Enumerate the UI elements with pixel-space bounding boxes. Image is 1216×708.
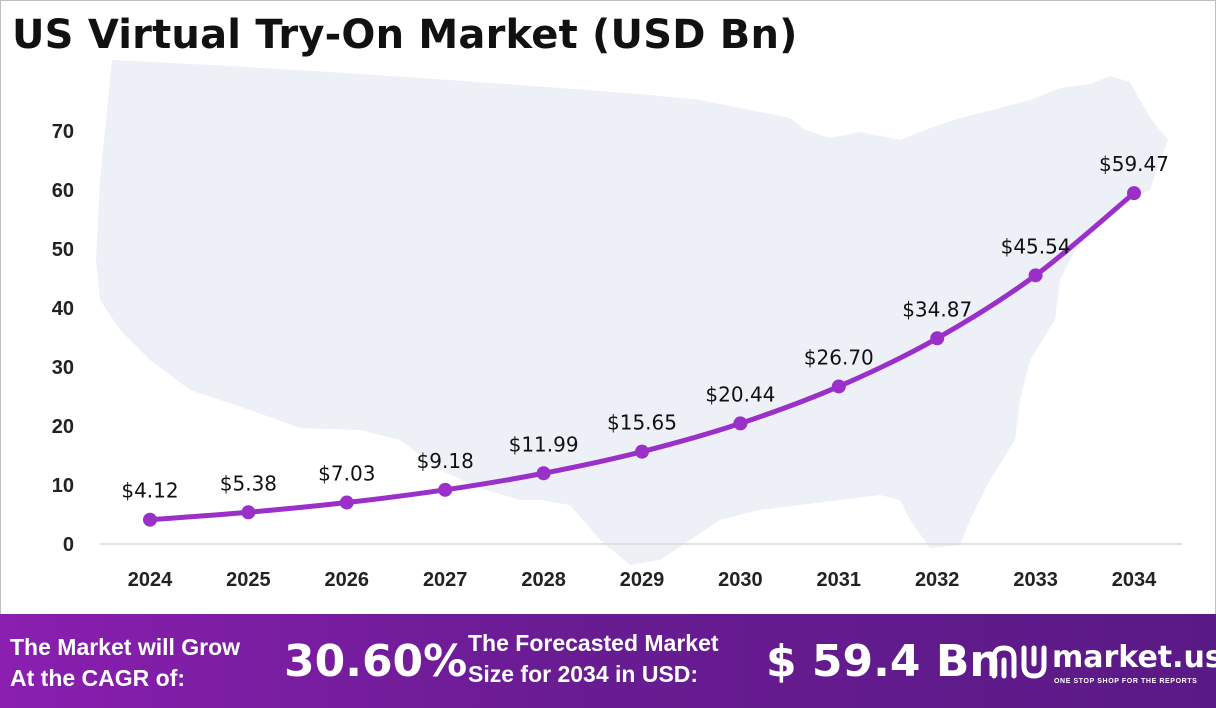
data-point: [339, 495, 354, 510]
x-tick-label: 2026: [325, 569, 370, 591]
data-point: [536, 466, 551, 481]
y-tick-label: 20: [52, 416, 74, 438]
brand-logo: market.us ONE STOP SHOP FOR THE REPORTS: [990, 640, 1216, 692]
data-label: $9.18: [417, 449, 474, 473]
market-us-logo-icon: [991, 645, 1047, 679]
brand-name: market.us: [1052, 640, 1216, 675]
forecast-label-line1: The Forecasted Market: [468, 630, 719, 656]
data-label: $7.03: [318, 462, 375, 486]
data-point: [1127, 186, 1141, 201]
y-tick-label: 50: [52, 239, 74, 261]
chart-title: US Virtual Try-On Market (USD Bn): [12, 12, 798, 58]
data-label: $45.54: [1001, 234, 1071, 258]
data-label: $34.87: [902, 297, 972, 321]
us-map-silhouette: [96, 60, 1168, 565]
data-label: $5.38: [220, 471, 277, 495]
y-tick-label: 70: [52, 121, 74, 143]
data-point: [733, 416, 748, 431]
data-label: $15.65: [607, 411, 677, 435]
cagr-label-line1: The Market will Grow: [10, 634, 241, 660]
data-point: [241, 505, 256, 520]
x-tick-label: 2031: [817, 569, 862, 591]
data-label: $11.99: [509, 432, 579, 456]
series-line: [147, 190, 1137, 523]
data-point: [438, 482, 453, 497]
cagr-value: 30.60%: [284, 636, 468, 687]
data-point: [143, 512, 157, 527]
data-label: $59.47: [1099, 152, 1169, 176]
x-tick-label: 2029: [620, 569, 665, 591]
forecast-value: $ 59.4 Bn: [766, 636, 1001, 687]
x-tick-label: 2028: [521, 569, 566, 591]
data-point: [930, 331, 945, 346]
x-tick-label: 2025: [226, 569, 271, 591]
cagr-label: The Market will Grow At the CAGR of:: [10, 632, 290, 694]
y-tick-label: 60: [52, 180, 74, 202]
data-point: [1028, 268, 1043, 283]
data-label: $20.44: [705, 382, 775, 406]
y-tick-label: 10: [52, 475, 74, 497]
y-tick-label: 40: [52, 298, 74, 320]
forecast-label-line2: Size for 2034 in USD:: [468, 661, 699, 687]
x-tick-label: 2030: [718, 569, 763, 591]
cagr-label-line2: At the CAGR of:: [10, 665, 186, 691]
x-tick-label: 2034: [1112, 569, 1157, 591]
x-tick-label: 2024: [128, 569, 173, 591]
x-tick-label: 2033: [1013, 569, 1058, 591]
data-point: [635, 444, 649, 459]
x-tick-label: 2032: [915, 569, 960, 591]
brand-tagline: ONE STOP SHOP FOR THE REPORTS: [1054, 678, 1198, 685]
y-tick-label: 0: [63, 534, 74, 556]
data-label: $26.70: [804, 345, 874, 369]
data-label: $4.12: [121, 479, 178, 503]
x-tick-label: 2027: [423, 569, 468, 591]
footer-banner: The Market will Grow At the CAGR of: 30.…: [0, 614, 1216, 708]
y-tick-label: 30: [52, 357, 74, 379]
forecast-label: The Forecasted Market Size for 2034 in U…: [468, 628, 768, 690]
data-point: [831, 379, 846, 394]
